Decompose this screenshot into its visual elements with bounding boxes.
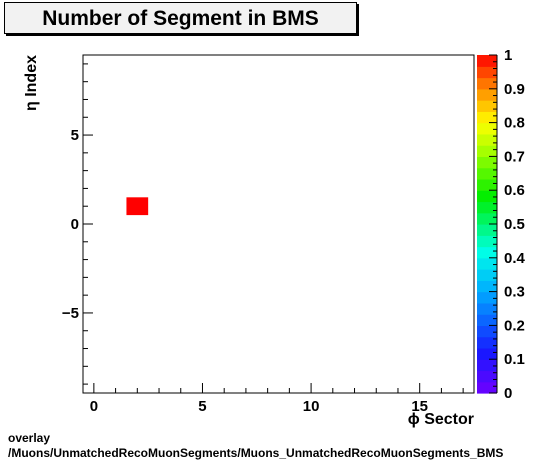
colorbar-tick-label: 0 [504,385,512,402]
x-tick-label: 5 [198,398,206,415]
colorbar-swatch [477,178,497,191]
y-tick-label: −5 [62,305,79,322]
heatmap-cells [126,197,149,216]
colorbar-swatch [477,347,497,360]
colorbar-swatch [477,257,497,270]
colorbar-tick-label: 1 [504,47,512,64]
colorbar-swatch [477,145,497,157]
x-axis-label: ϕ Sector [408,411,474,428]
colorbar-swatch [477,190,497,203]
colorbar-swatch [477,280,497,293]
colorbar-swatch [477,201,497,214]
colorbar-swatch [477,100,497,112]
colorbar-tick-label: 0.2 [504,317,525,334]
y-axis-label: η Index [23,55,40,111]
colorbar-swatch [477,381,497,394]
footer-histogram-path: /Muons/UnmatchedRecoMuonSegments/Muons_U… [8,446,504,460]
colorbar-axis: 0 0.1 0.2 0.3 0.4 0.5 0.6 0.7 0.8 0.9 1 [489,47,526,402]
colorbar-swatch [477,212,497,225]
y-tick-label: 0 [71,216,79,233]
colorbar-tick-label: 0.5 [504,216,525,233]
colorbar-tick-label: 0.1 [504,351,525,368]
colorbar-swatch [477,77,497,90]
chart-title-box: Number of Segment in BMS [4,2,357,34]
colorbar-swatch [477,291,497,304]
colorbar-swatch [477,133,497,146]
colorbar-swatch [477,246,497,259]
colorbar-swatch [477,167,497,180]
colorbar-swatch [477,370,497,383]
colorbar-tick-label: 0.7 [504,148,525,165]
plot-frame [82,54,475,394]
colorbar-swatch [477,224,497,236]
colorbar [477,55,498,394]
y-axis: −5 0 5 [62,63,93,385]
colorbar-swatch [477,336,497,349]
colorbar-swatch [477,314,497,326]
y-tick-label: 5 [71,127,79,144]
x-tick-label: 0 [90,398,98,415]
colorbar-swatch [477,122,497,135]
chart-title: Number of Segment in BMS [42,7,319,30]
colorbar-tick-label: 0.6 [504,182,525,199]
colorbar-tick-label: 0.8 [504,115,525,132]
colorbar-tick-label: 0.4 [504,250,526,267]
colorbar-swatch [477,156,497,169]
footer-overlay-label: overlay [8,431,51,445]
colorbar-swatch [477,55,497,67]
colorbar-swatch [477,111,497,124]
colorbar-swatch [477,302,497,315]
x-axis: 0 5 10 15 [90,383,464,415]
x-tick-label: 15 [411,398,428,415]
heatmap-cell [126,197,149,216]
colorbar-swatch [477,235,497,248]
x-tick-label: 10 [303,398,320,415]
colorbar-tick-label: 0.3 [504,284,525,301]
colorbar-swatch [477,66,497,79]
colorbar-swatch [477,269,497,281]
colorbar-swatch [477,325,497,338]
colorbar-swatch [477,359,497,372]
colorbar-tick-label: 0.9 [504,81,525,98]
colorbar-swatch [477,88,497,101]
